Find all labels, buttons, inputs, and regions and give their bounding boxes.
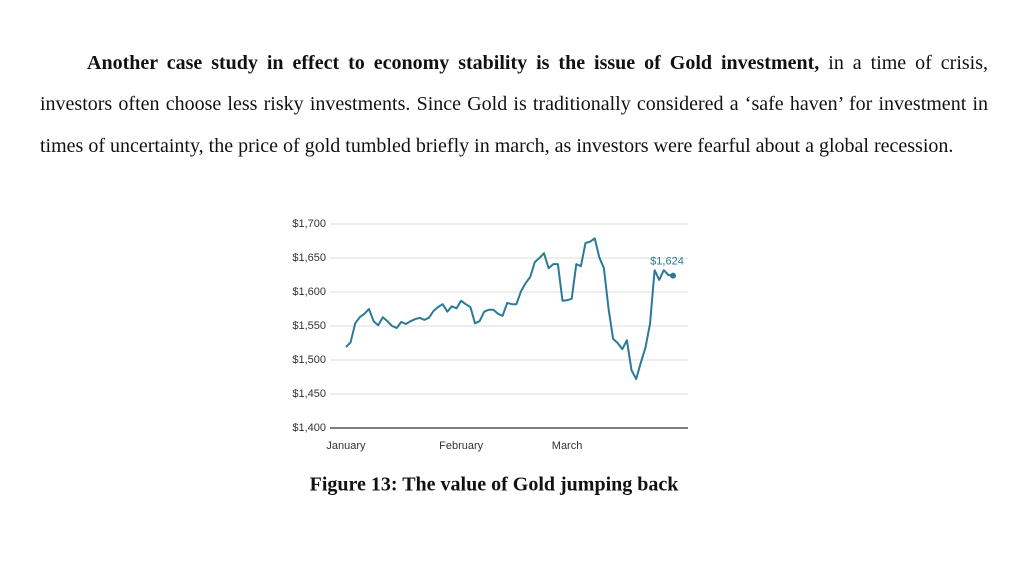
bold-text: Another case study in effect to economy … [87,52,820,74]
x-tick-label: January [326,440,366,452]
y-tick-label: $1,650 [292,252,326,264]
y-tick-label: $1,550 [292,320,326,332]
body-text: in a time of crisis, investors often cho… [40,52,988,157]
x-tick-label: March [552,440,583,452]
y-tick-label: $1,600 [292,286,326,298]
y-tick-label: $1,400 [292,422,326,434]
annotation: $1,624 [650,256,684,268]
end-point [670,272,676,279]
price-line [345,237,674,380]
y-tick-label: $1,700 [292,218,326,230]
caption: Figure 13: The value of Gold jumping bac… [310,474,680,496]
y-tick-label: $1,450 [292,388,326,400]
paragraph: Another case study in effect to economy … [40,43,988,167]
x-tick-label: February [439,440,484,452]
y-tick-label: $1,500 [292,354,326,366]
